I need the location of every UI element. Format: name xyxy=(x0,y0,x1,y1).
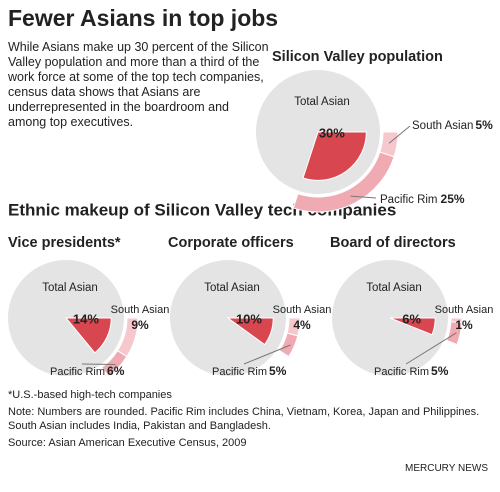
value-label: 9% xyxy=(131,318,149,332)
category-label: South Asian xyxy=(111,304,170,316)
value-label: 5% xyxy=(269,364,287,378)
total-label: Total Asian xyxy=(42,282,98,294)
category-label: Pacific Rim xyxy=(50,366,105,378)
total-wedge xyxy=(64,317,112,354)
pie-title: Corporate officers xyxy=(168,235,294,251)
leader xyxy=(81,363,116,366)
value-label: 5% xyxy=(475,118,493,132)
value-label: 4% xyxy=(293,318,311,332)
breakdown-segment xyxy=(446,321,463,346)
pie-title: Vice presidents* xyxy=(8,235,121,251)
category-label: Pacific Rim xyxy=(380,194,438,206)
value-label: 5% xyxy=(431,364,449,378)
notes: *U.S.-based high-tech companies Note: Nu… xyxy=(8,388,493,453)
total-value: 6% xyxy=(402,311,421,326)
category-label: South Asian xyxy=(435,304,494,316)
note: Note: Numbers are rounded. Pacific Rim i… xyxy=(8,406,480,432)
category-label: South Asian xyxy=(273,304,332,316)
category-label: Pacific Rim xyxy=(374,366,429,378)
breakdown-segment xyxy=(292,151,395,213)
total-label: Total Asian xyxy=(294,96,350,108)
leader xyxy=(405,332,457,365)
credit: MERCURY NEWS xyxy=(405,463,488,474)
source: Source: Asian American Executive Census,… xyxy=(8,437,247,449)
total-label: Total Asian xyxy=(204,282,260,294)
leader xyxy=(350,195,377,199)
headline: Fewer Asians in top jobs xyxy=(8,5,278,31)
total-value: 10% xyxy=(236,311,262,326)
intro: While Asians make up 30 percent of the S… xyxy=(8,40,269,129)
category-label: Pacific Rim xyxy=(212,366,267,378)
value-label: 1% xyxy=(455,318,473,332)
pie-title: Board of directors xyxy=(330,235,456,251)
total-wedge xyxy=(226,317,274,346)
footnote: *U.S.-based high-tech companies xyxy=(8,389,172,401)
total-label: Total Asian xyxy=(366,282,422,294)
category-label: South Asian xyxy=(412,120,473,132)
total-value: 30% xyxy=(319,125,345,140)
leader xyxy=(243,344,291,365)
breakdown-segment xyxy=(278,332,299,358)
leader xyxy=(388,125,411,144)
total-wedge xyxy=(389,317,436,336)
pie-title: Silicon Valley population xyxy=(272,49,443,65)
value-label: 25% xyxy=(441,192,465,206)
total-wedge xyxy=(302,131,367,181)
value-label: 6% xyxy=(107,364,125,378)
breakdown-segment xyxy=(101,349,128,377)
total-value: 14% xyxy=(73,311,99,326)
